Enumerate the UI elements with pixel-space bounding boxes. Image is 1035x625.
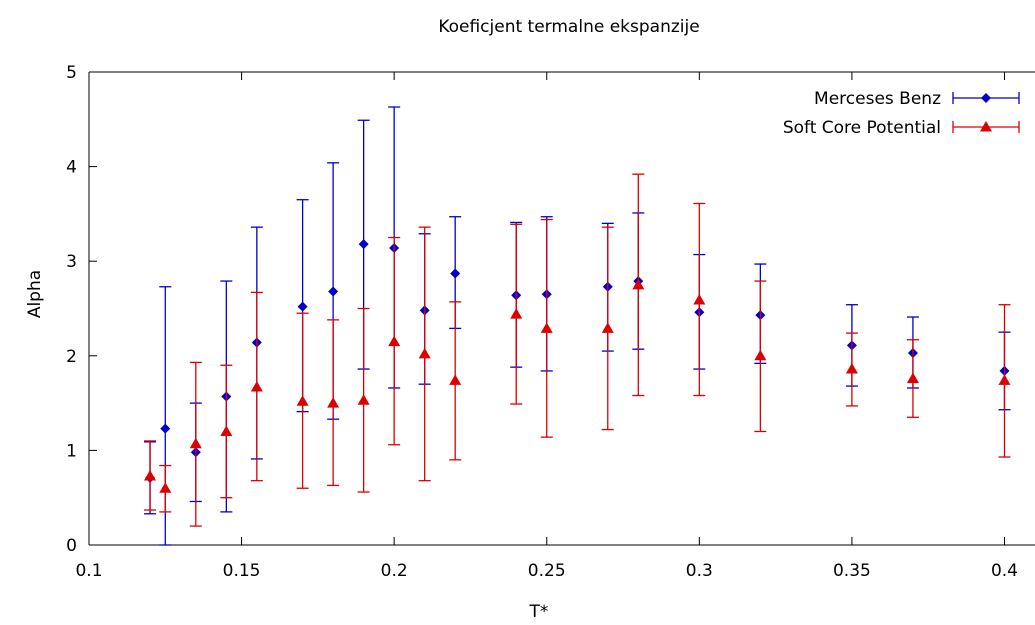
legend-marker-merceses-benz [981, 93, 991, 103]
data-point-soft-core-potential [449, 374, 462, 385]
chart-title: Koeficjent termalne ekspanzije [438, 17, 699, 37]
data-point-merceses-benz [297, 301, 308, 312]
y-tick-label: 5 [66, 63, 77, 83]
x-tick-label: 0.2 [381, 561, 408, 581]
y-axis-title: Alpha [25, 270, 45, 318]
data-point-soft-core-potential [296, 395, 309, 406]
x-tick-label: 0.4 [991, 561, 1018, 581]
x-axis-title: T* [529, 602, 549, 622]
data-point-merceses-benz [450, 268, 461, 279]
y-tick-label: 0 [66, 536, 77, 556]
series-soft-core-potential [144, 173, 1011, 527]
plot-series [144, 106, 1011, 546]
data-point-soft-core-potential [998, 374, 1011, 385]
data-point-soft-core-potential [510, 308, 523, 319]
data-point-soft-core-potential [189, 437, 202, 449]
data-point-soft-core-potential [388, 335, 401, 347]
data-point-soft-core-potential [754, 349, 767, 361]
y-tick-label: 3 [66, 252, 77, 272]
data-point-soft-core-potential [357, 394, 370, 405]
data-point-soft-core-potential [693, 293, 706, 305]
data-point-merceses-benz [160, 423, 171, 434]
data-point-soft-core-potential [845, 363, 858, 374]
data-point-soft-core-potential [906, 372, 919, 384]
data-point-merceses-benz [358, 239, 369, 250]
data-point-soft-core-potential [327, 397, 340, 408]
y-tick-label: 1 [66, 441, 77, 461]
data-point-soft-core-potential [220, 425, 233, 436]
data-point-soft-core-potential [601, 322, 614, 333]
data-point-soft-core-potential [144, 469, 157, 481]
axes [88, 71, 1035, 546]
y-axis-ticks: 0 1 2 3 4 5 [66, 63, 97, 556]
data-point-soft-core-potential [632, 278, 645, 290]
x-tick-label: 0.3 [686, 561, 713, 581]
x-tick-label: 0.1 [75, 561, 102, 581]
x-tick-label: 0.25 [528, 561, 566, 581]
y-tick-label: 2 [66, 347, 77, 367]
data-point-merceses-benz [328, 286, 339, 297]
data-point-soft-core-potential [159, 482, 172, 493]
legend-label-merceses-benz: Merceses Benz [814, 89, 941, 109]
legend-marker-soft-core-potential [980, 121, 992, 132]
data-point-soft-core-potential [418, 347, 431, 359]
y-tick-label: 4 [66, 158, 77, 178]
series-merceses-benz [144, 106, 1011, 546]
x-tick-label: 0.35 [833, 561, 871, 581]
legend-label-soft-core-potential: Soft Core Potential [783, 118, 941, 138]
data-point-soft-core-potential [540, 322, 553, 333]
legend: Merceses Benz Soft Core Potential [783, 89, 1020, 138]
data-point-soft-core-potential [250, 381, 263, 392]
x-tick-label: 0.15 [223, 561, 261, 581]
x-axis-ticks: 0.1 0.15 0.2 0.25 0.3 0.35 0.4 [75, 72, 1018, 581]
